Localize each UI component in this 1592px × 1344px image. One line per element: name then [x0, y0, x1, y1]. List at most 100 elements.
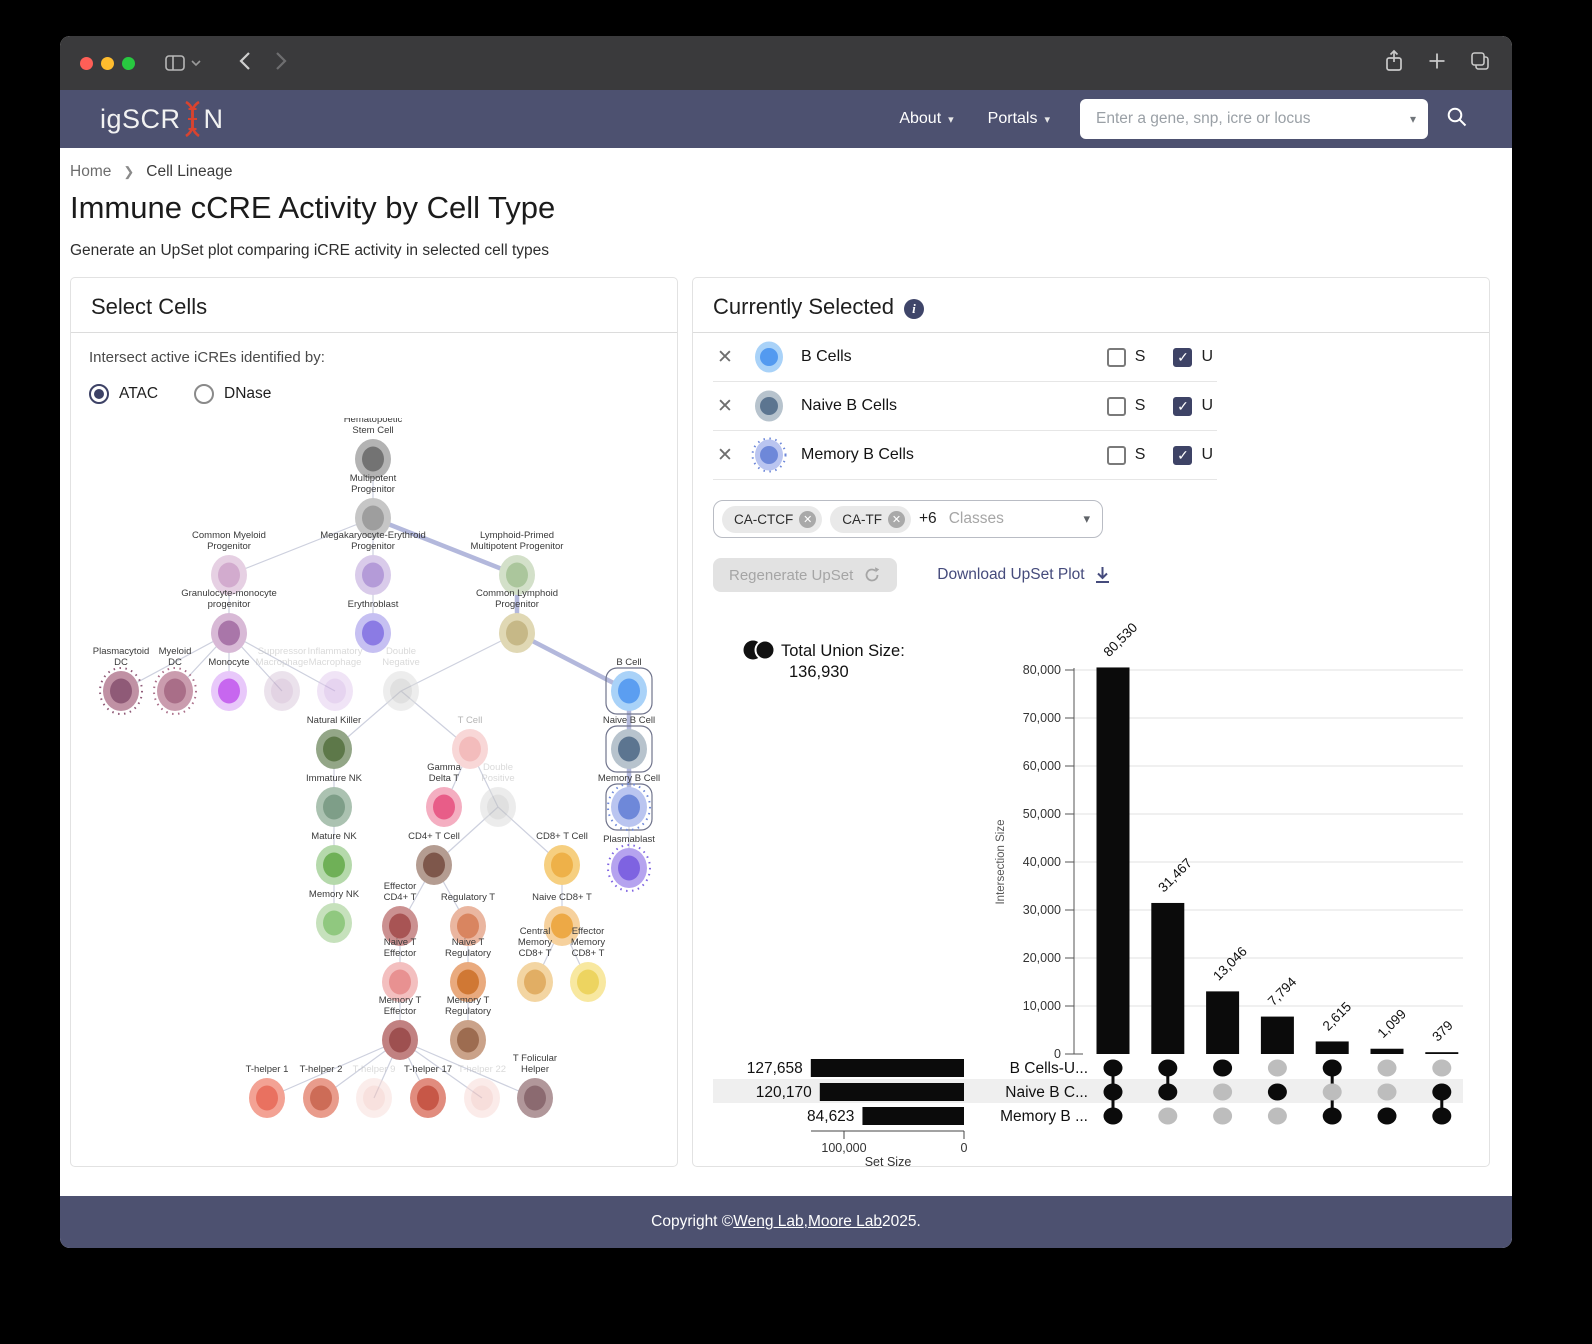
- tree-node-label: B Cell: [616, 657, 641, 668]
- search-dropdown-caret-icon[interactable]: ▾: [1409, 112, 1416, 126]
- s-checkbox[interactable]: [1106, 347, 1126, 367]
- tree-node-th22[interactable]: T-helper 22: [458, 1064, 506, 1118]
- s-checkbox[interactable]: [1106, 396, 1126, 416]
- app-logo[interactable]: igSCR N: [100, 100, 224, 138]
- tree-node-naiveb[interactable]: Naive B Cell: [603, 715, 655, 773]
- tree-node-th2[interactable]: T-helper 2: [300, 1064, 343, 1118]
- tree-node-mono[interactable]: Monocyte: [208, 657, 250, 711]
- upset-matrix-dot: [1103, 1107, 1123, 1125]
- chevron-down-icon: ▾: [948, 113, 954, 126]
- tree-node-ncd8[interactable]: Naive CD8+ T: [532, 892, 592, 946]
- remove-cell-button[interactable]: ✕: [717, 395, 733, 417]
- tree-node-label: Multipotent Progenitor: [471, 541, 564, 552]
- s-checkbox-label: S: [1134, 446, 1146, 463]
- upset-bar[interactable]: [1206, 991, 1240, 1054]
- tree-node-regt[interactable]: Regulatory T: [441, 892, 495, 946]
- share-icon: [1386, 49, 1402, 71]
- tree-node-tcell[interactable]: T Cell: [452, 715, 488, 769]
- class-chip[interactable]: CA-TF ✕: [830, 505, 911, 533]
- regenerate-upset-button[interactable]: Regenerate UpSet: [713, 558, 898, 592]
- tree-node-b[interactable]: B Cell: [605, 657, 653, 715]
- search-button[interactable]: [1446, 106, 1468, 133]
- tree-node-th1[interactable]: T-helper 1: [246, 1064, 289, 1118]
- radio-atac[interactable]: ATAC: [89, 384, 158, 404]
- u-checkbox[interactable]: ✓: [1173, 396, 1193, 416]
- tree-node-pb[interactable]: Plasmablast: [603, 834, 655, 892]
- info-icon[interactable]: i: [903, 298, 924, 319]
- tree-node-immnk[interactable]: Immature NK: [306, 773, 363, 827]
- u-checkbox[interactable]: ✓: [1173, 445, 1193, 465]
- upset-bar[interactable]: [1260, 1016, 1294, 1054]
- nav-about[interactable]: About ▾: [899, 110, 953, 128]
- upset-bar[interactable]: [1425, 1052, 1459, 1054]
- tree-node-memnk[interactable]: Memory NK: [309, 889, 360, 943]
- upset-bar[interactable]: [1151, 902, 1185, 1054]
- minimize-window-button[interactable]: [101, 56, 114, 70]
- tree-node-cd8[interactable]: CD8+ T Cell: [536, 831, 588, 885]
- tab-overview-button[interactable]: [1470, 51, 1490, 76]
- tree-node-th17[interactable]: T-helper 17: [404, 1064, 452, 1118]
- new-tab-button[interactable]: [1428, 52, 1446, 75]
- tree-node-matnk[interactable]: Mature NK: [311, 831, 357, 885]
- classes-caret-icon[interactable]: ▾: [1083, 511, 1090, 526]
- chip-remove-icon[interactable]: ✕: [888, 510, 905, 528]
- back-button[interactable]: [239, 51, 251, 76]
- titlebar-chevron-down-icon[interactable]: [191, 54, 201, 72]
- select-cells-heading: Select Cells: [91, 294, 208, 319]
- moore-lab-link[interactable]: Moore Lab: [807, 1213, 883, 1230]
- tree-node-nk[interactable]: Natural Killer: [307, 715, 361, 769]
- tree-node-ery[interactable]: Erythroblast: [348, 599, 399, 653]
- tree-node-label: Gamma: [427, 762, 462, 773]
- tree-node-memb[interactable]: Memory B Cell: [598, 773, 660, 831]
- u-checkbox[interactable]: ✓: [1173, 347, 1193, 367]
- tree-node-label: Progenitor: [351, 484, 395, 495]
- classes-select[interactable]: CA-CTCF ✕ CA-TF ✕ +6 Classes ▾: [713, 500, 1103, 538]
- tree-node-label: Regulatory T: [441, 892, 495, 903]
- remove-cell-button[interactable]: ✕: [717, 444, 733, 466]
- class-chip[interactable]: CA-CTCF ✕: [722, 505, 823, 533]
- breadcrumb-home-link[interactable]: Home: [70, 163, 112, 180]
- share-button[interactable]: [1384, 49, 1404, 78]
- chip-remove-icon[interactable]: ✕: [799, 510, 817, 528]
- search-input[interactable]: [1094, 109, 1410, 129]
- tree-node-th9[interactable]: T-helper 9: [353, 1064, 396, 1118]
- upset-bar[interactable]: [1096, 667, 1130, 1054]
- weng-lab-link[interactable]: Weng Lab: [733, 1213, 804, 1230]
- upset-bar[interactable]: [1370, 1048, 1404, 1054]
- forward-button[interactable]: [275, 51, 287, 76]
- tree-node-cd4[interactable]: CD4+ T Cell: [408, 831, 460, 885]
- radio-dnase[interactable]: DNase: [194, 384, 271, 404]
- sidebar-toggle-button[interactable]: [165, 53, 186, 73]
- s-checkbox[interactable]: [1106, 445, 1126, 465]
- nav-portals[interactable]: Portals ▾: [988, 110, 1050, 128]
- close-window-button[interactable]: [80, 56, 93, 70]
- upset-bar[interactable]: [1315, 1041, 1349, 1054]
- breadcrumb-chevron-icon: ❯: [123, 164, 135, 179]
- download-upset-button[interactable]: Download UpSet Plot: [937, 565, 1111, 585]
- zoom-window-button[interactable]: [122, 56, 135, 70]
- tree-node-label: Stem Cell: [352, 425, 393, 436]
- remove-cell-button[interactable]: ✕: [717, 346, 733, 368]
